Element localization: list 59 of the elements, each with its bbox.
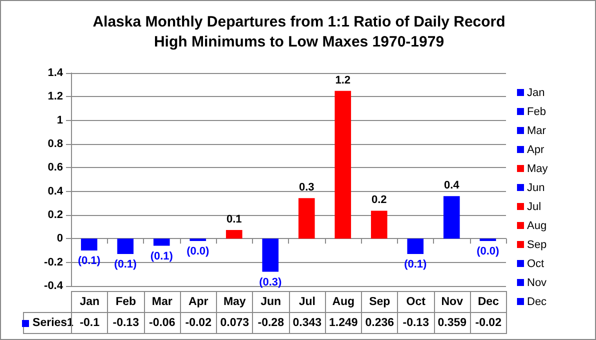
x-tick-label: Jun — [252, 291, 290, 313]
y-tick-label: 0.6 — [48, 162, 63, 174]
x-tick-label: Apr — [180, 291, 217, 313]
category-label: May — [527, 162, 548, 174]
x-tick-label: Aug — [324, 291, 362, 313]
x-tick-label: Sep — [361, 291, 398, 313]
category-label: Apr — [527, 144, 544, 156]
y-tick-label: 1 — [56, 114, 63, 126]
data-label: 0.3 — [298, 182, 314, 194]
y-tick-label: -0.2 — [44, 256, 63, 268]
data-label: (0.3) — [259, 276, 282, 288]
data-label: (0.1) — [114, 258, 138, 271]
x-tick-label: Jul — [288, 291, 326, 313]
text: 0.343 — [288, 312, 326, 334]
data-label: (0.1) — [78, 255, 101, 267]
text: -0.02 — [470, 312, 507, 334]
y-tick-label: 0.4 — [48, 185, 64, 198]
x-tick-label: Jan — [71, 291, 108, 313]
text: 0.359 — [434, 312, 471, 334]
data-label: (0.0) — [476, 246, 500, 258]
x-tick-label: Nov — [434, 291, 471, 313]
text: 0.073 — [216, 312, 254, 334]
category-label: Jan — [527, 86, 545, 98]
y-tick-label: 1.2 — [48, 90, 63, 103]
category-label: Oct — [527, 258, 544, 270]
category-label: Jun — [527, 182, 545, 194]
y-tick-label: 1.4 — [48, 67, 64, 79]
data-label: (0.0) — [186, 246, 210, 258]
text: 1.249 — [324, 312, 362, 334]
data-label: (0.1) — [150, 250, 174, 262]
category-label: Jul — [527, 200, 542, 212]
text: -0.13 — [107, 312, 144, 334]
category-label: Nov — [527, 276, 547, 288]
text: -0.1 — [80, 317, 100, 329]
text: -0.02 — [180, 312, 217, 334]
category-label: Aug — [527, 220, 547, 232]
x-tick-label: Feb — [107, 291, 144, 313]
y-tick-label: 0 — [56, 232, 63, 245]
text: 0.236 — [361, 312, 398, 334]
category-label: Feb — [527, 106, 546, 118]
legend-label: Series1 — [32, 317, 74, 329]
x-tick-label: Mar — [144, 291, 181, 313]
x-tick-label: May — [216, 291, 254, 313]
data-label: 0.2 — [371, 194, 387, 206]
y-tick-label: 0.8 — [48, 138, 63, 150]
data-label: 0.1 — [226, 214, 242, 226]
x-tick-label: Oct — [397, 291, 434, 313]
y-tick-label: -0.4 — [44, 280, 64, 292]
text: -0.13 — [397, 312, 434, 334]
category-label: Sep — [527, 238, 547, 250]
x-tick-label: Dec — [470, 291, 507, 313]
y-tick-label: 0.2 — [48, 209, 63, 221]
chart-title: Alaska Monthly Departures from 1:1 Ratio of Daily Record High Minimums to Low Maxes 1970-1979 — [92, 14, 506, 50]
data-label: 0.4 — [444, 180, 460, 192]
category-label: Mar — [527, 124, 546, 136]
text: -0.28 — [252, 312, 290, 334]
data-label: 1.2 — [335, 74, 351, 86]
text: -0.06 — [144, 312, 181, 334]
data-label: (0.1) — [404, 258, 428, 271]
